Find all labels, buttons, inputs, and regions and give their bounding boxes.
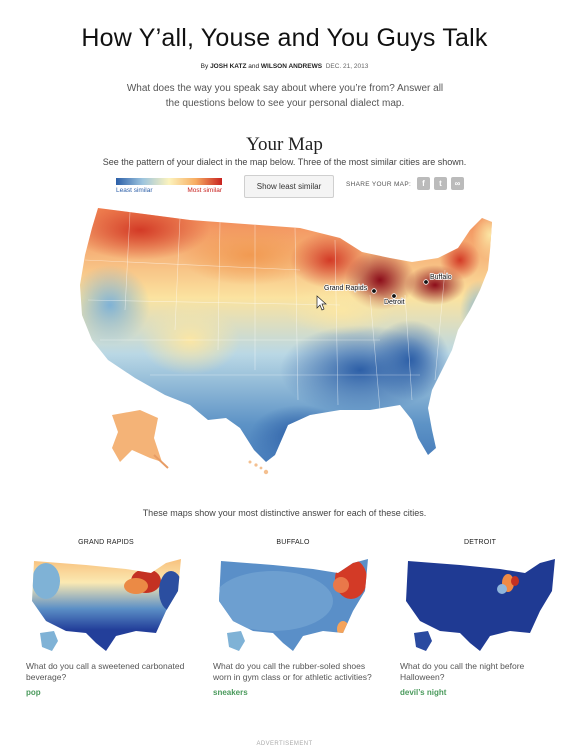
city-map-title: DETROIT [463, 539, 497, 546]
color-legend: Least similar Most similar [116, 178, 222, 194]
city-label-buffalo: Buffalo [430, 274, 452, 281]
city-label-grand-rapids: Grand Rapids [324, 285, 368, 292]
city-answer-map[interactable] [400, 551, 560, 656]
show-least-similar-button[interactable]: Show least similar [244, 175, 334, 198]
city-answer: sneakers [213, 688, 248, 697]
legend-least-label: Least similar [116, 187, 153, 194]
dialect-map[interactable]: Buffalo Buffalo Grand Rapids Grand Rapid… [40, 200, 530, 480]
city-marker-detroit [391, 293, 397, 299]
mouse-cursor-icon [316, 295, 327, 311]
author-link[interactable]: JOSH KATZ [210, 63, 247, 70]
link-icon[interactable]: ∞ [451, 177, 464, 190]
city-answer: devil’s night [400, 688, 447, 697]
share-label: SHARE YOUR MAP: [346, 181, 412, 188]
facebook-icon[interactable]: f [417, 177, 430, 190]
twitter-icon[interactable]: t [434, 177, 447, 190]
city-question: What do you call the night before Hallow… [400, 661, 525, 682]
city-map-card[interactable]: BUFFALO What do you call the rubber-sole… [213, 539, 373, 697]
city-label-detroit: Detroit [384, 299, 405, 306]
city-answer-map[interactable] [26, 551, 186, 656]
alaska-shape [112, 410, 162, 462]
section-title: Your Map [246, 134, 323, 155]
city-question: What do you call a sweetened carbonated … [26, 661, 185, 682]
city-map-title: GRAND RAPIDS [78, 539, 134, 546]
city-map-title: BUFFALO [276, 539, 310, 546]
city-map-card[interactable]: DETROIT What do you call the night befor… [400, 539, 560, 697]
intro-text: What does the way you speak say about wh… [126, 83, 444, 109]
byline: By JOSH KATZ and WILSON ANDREWS DEC. 21,… [200, 63, 369, 70]
city-map-card[interactable]: GRAND RAPIDS What do you call a sweetene… [26, 539, 186, 697]
city-answer: pop [26, 688, 41, 697]
publish-date: DEC. 21, 2013 [325, 63, 369, 70]
page-title: How Y’all, Youse and You Guys Talk [81, 24, 488, 52]
advertisement-label: ADVERTISEMENT [256, 741, 313, 747]
legend-most-label: Most similar [187, 187, 222, 194]
author-link[interactable]: WILSON ANDREWS [260, 63, 323, 70]
city-label-grand-rapids: Grand Rapids [324, 285, 368, 292]
city-answer-map[interactable] [213, 551, 373, 656]
city-marker-buffalo [423, 279, 429, 285]
city-label-detroit: Detroit [384, 299, 405, 306]
legend-gradient [116, 178, 222, 185]
cities-caption: These maps show your most distinctive an… [142, 508, 427, 518]
section-subtitle: See the pattern of your dialect in the m… [102, 157, 467, 167]
city-label-buffalo: Buffalo [430, 274, 452, 281]
city-question: What do you call the rubber-soled shoes … [213, 661, 372, 682]
city-marker-grand-rapids [371, 288, 377, 294]
